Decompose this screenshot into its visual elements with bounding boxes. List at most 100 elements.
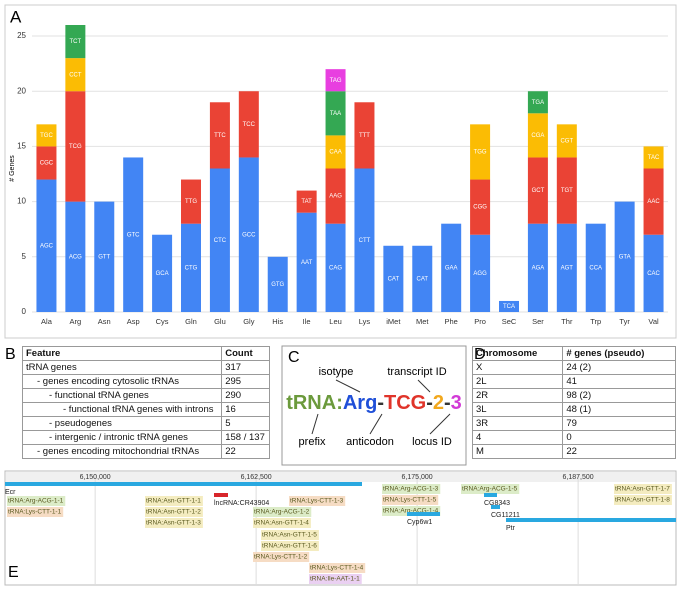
segment-label: CGA [531, 133, 544, 139]
x-tick-label: Gly [243, 317, 255, 326]
y-tick-label: 10 [17, 197, 26, 206]
col-header: Chromosome [471, 346, 564, 361]
name-part: Arg [343, 392, 377, 414]
segment-label: GTG [271, 282, 284, 288]
segment-label: AAT [301, 260, 313, 266]
gene-bar [5, 482, 362, 486]
x-tick-label: Ala [41, 317, 53, 326]
segment-label: GTT [98, 254, 110, 260]
feature-label: tRNA:Arg-ACG-1-1 [8, 498, 64, 505]
feature-box [289, 496, 346, 506]
bar-segment [470, 179, 491, 235]
cell: 290 [221, 388, 270, 403]
bar-segment [643, 168, 664, 235]
bar-segment [123, 157, 144, 312]
segment-label: TAT [301, 199, 312, 205]
x-tick-label: 6,187,500 [563, 474, 594, 481]
cell: 317 [221, 360, 270, 375]
feature-label: tRNA:Lys-CTT-1-1 [8, 509, 62, 516]
feature-label: tRNA:Arg-ACG-1-3 [383, 486, 439, 493]
gene-bar [214, 493, 228, 497]
bar-segment [36, 124, 57, 147]
bar-segment [325, 223, 346, 312]
segment-label: TGC [40, 133, 53, 139]
name-part: - [444, 392, 451, 414]
bar-segment [383, 245, 404, 312]
x-tick-label: Trp [590, 317, 601, 326]
cell: X [471, 360, 564, 375]
cell: 2L [471, 374, 564, 389]
cell: 16 [221, 402, 270, 417]
feature-box [382, 495, 439, 505]
annotation: transcript ID [387, 366, 446, 378]
cell: 79 [562, 416, 676, 431]
segment-label: CCA [589, 265, 602, 271]
bar-segment [209, 168, 230, 312]
feature-table: Feature Count tRNA genes 317 - genes encod… [21, 346, 270, 459]
feature-label: Cyp6w1 [407, 519, 432, 526]
cell: 2R [471, 388, 564, 403]
bar-segment [36, 146, 57, 180]
segment-label: CTC [214, 238, 227, 244]
cell: 22 [221, 444, 270, 459]
feature-label: tRNA:Lys-CTT-1-3 [290, 498, 344, 505]
bar-segment [354, 168, 375, 312]
y-tick-label: 15 [17, 142, 26, 151]
y-tick-label: 25 [17, 31, 26, 40]
bar-segment [499, 300, 519, 312]
bar-segment [643, 234, 664, 312]
bar-segment [470, 234, 491, 312]
bar-segment [296, 190, 317, 213]
x-tick-label: Ser [532, 317, 544, 326]
bar-segment [65, 25, 86, 59]
cell: 4 [471, 430, 564, 445]
bar-segment [527, 157, 548, 224]
x-tick-label: 6,175,000 [402, 474, 433, 481]
feature-box [382, 484, 441, 494]
x-tick-label: Pro [474, 317, 486, 326]
feature-label: tRNA:Lys-CTT-1-2 [254, 554, 308, 561]
cell: 41 [562, 374, 676, 389]
cell: 295 [221, 374, 270, 389]
segment-label: TAA [330, 111, 341, 117]
bar-segment [325, 135, 346, 169]
col-header: # genes (pseudo) [562, 346, 676, 361]
feature-box [253, 552, 310, 562]
cell: 0 [562, 430, 676, 445]
bar-segment [354, 102, 375, 169]
feature-label: tRNA:Arg-ACG-1-5 [462, 486, 518, 493]
x-tick-label: Glu [214, 317, 226, 326]
x-tick-label: Tyr [619, 317, 630, 326]
segment-label: AAC [647, 199, 660, 205]
segment-label: TTG [185, 199, 197, 205]
bar-segment [296, 212, 317, 312]
segment-label: GCA [156, 271, 169, 277]
feature-box [309, 563, 366, 573]
x-tick-label: iMet [386, 317, 401, 326]
segment-label: AAG [329, 194, 342, 200]
x-tick-label: Arg [70, 317, 82, 326]
bar-segment [65, 201, 86, 312]
annotation-lines [311, 379, 451, 435]
feature-box [382, 506, 441, 516]
feature-label: CG11211 [491, 512, 520, 519]
name-part: tRNA: [286, 392, 343, 414]
bar-segment [65, 91, 86, 202]
cell: - functional tRNA genes [21, 388, 223, 403]
x-tick-label: Asn [98, 317, 111, 326]
bar-segment [585, 223, 606, 312]
cell: 22 [562, 444, 676, 459]
feature-box [261, 541, 319, 551]
feature-label: tRNA:Asn-GTT-1-4 [254, 520, 309, 527]
cell: M [471, 444, 564, 459]
feature-box [145, 518, 203, 528]
bar-segment [614, 201, 635, 312]
panel-e-frame [4, 470, 677, 586]
segment-label: CAG [329, 265, 342, 271]
x-tick-label: Met [416, 317, 429, 326]
bar-segment [441, 223, 462, 312]
panel-label: B [5, 346, 16, 363]
bar-segment [527, 91, 548, 114]
annotation: prefix [299, 436, 326, 448]
